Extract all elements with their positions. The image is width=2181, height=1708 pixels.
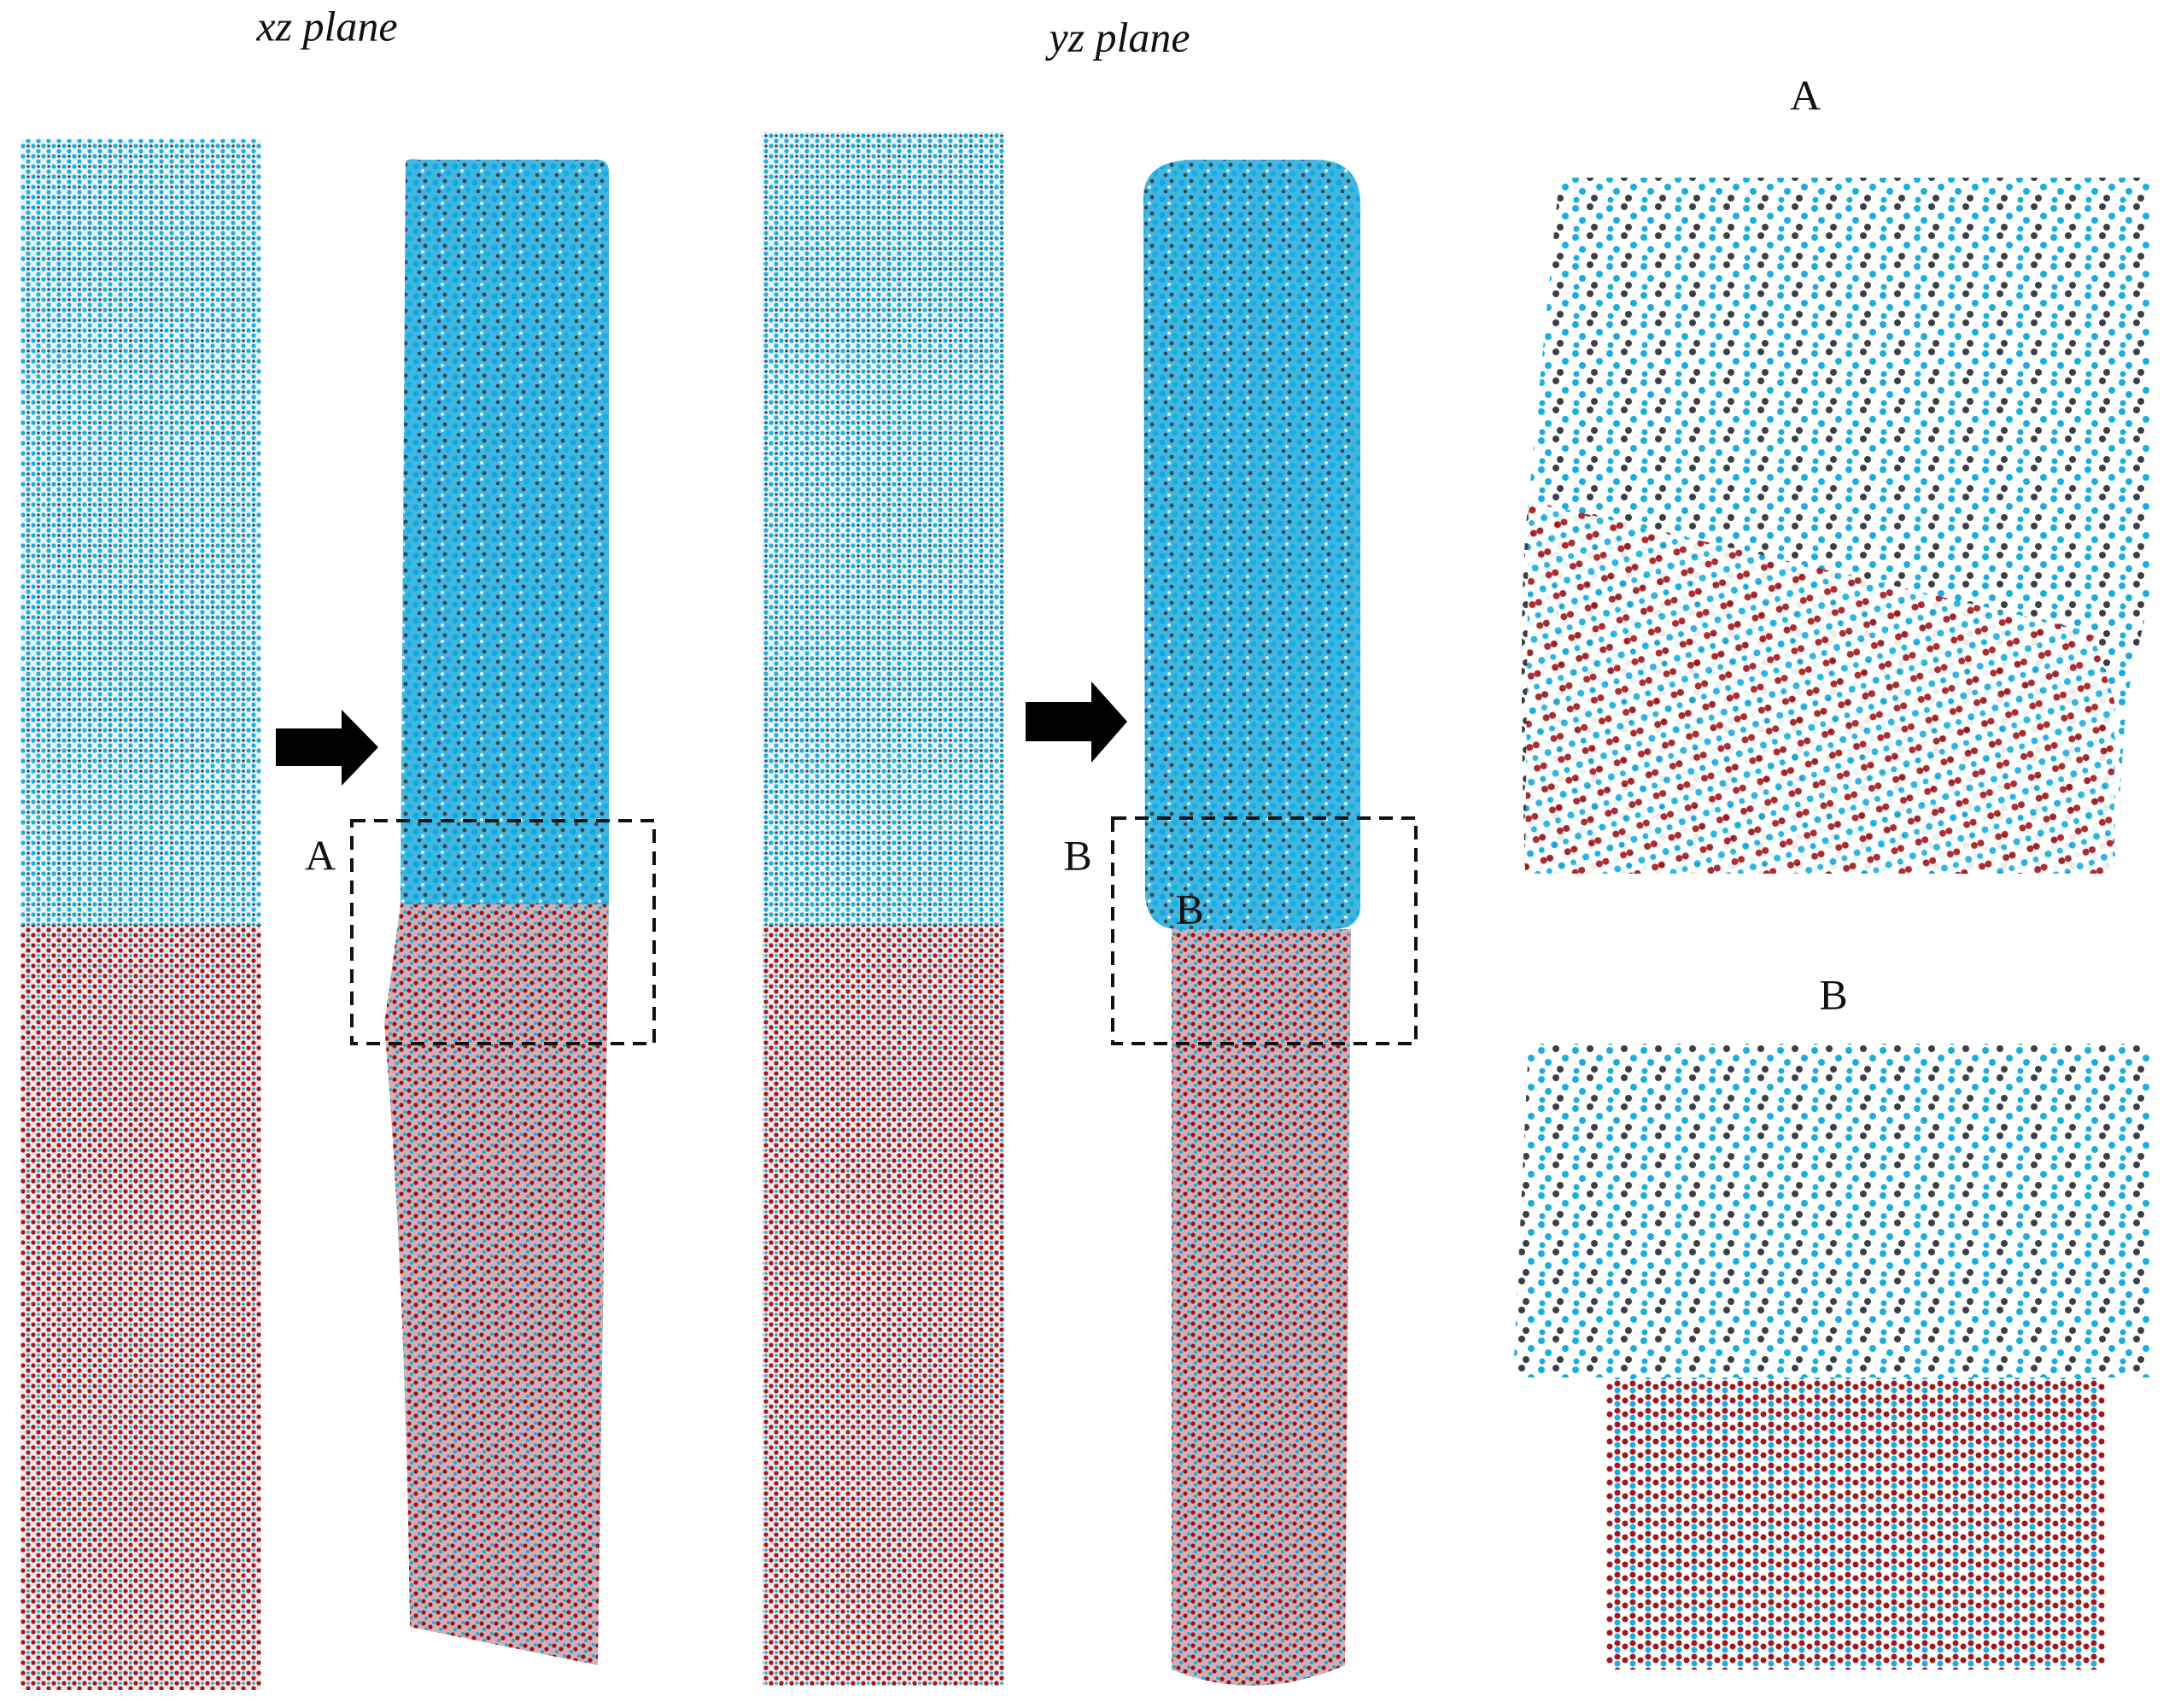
zoom-title: A: [1790, 71, 1821, 119]
heading: yz plane: [1044, 13, 1190, 61]
amorphous-region: [1143, 160, 1360, 929]
heading: xz plane: [255, 2, 397, 50]
crystal-region: [763, 132, 1004, 925]
crystal-region: [20, 139, 261, 925]
zoom-box: [350, 819, 656, 1045]
crystal-region: [384, 904, 609, 1665]
crystal-region: [20, 925, 261, 1690]
zoom-box: [1111, 816, 1418, 1045]
crystal-region: [1172, 929, 1351, 1686]
arrow: [1026, 681, 1127, 763]
crystal-region: [763, 925, 1004, 1686]
inner-label: B: [1175, 885, 1203, 933]
arrow: [276, 710, 378, 786]
zoom-title: B: [1819, 970, 1847, 1018]
zoom-crystal: [1525, 500, 2114, 874]
zoom-crystal: [1605, 1378, 2105, 1670]
amorphous-region: [401, 159, 609, 904]
box-label: B: [1063, 831, 1091, 879]
zoom-amorphous: [1513, 1044, 2149, 1378]
box-label: A: [305, 831, 336, 879]
